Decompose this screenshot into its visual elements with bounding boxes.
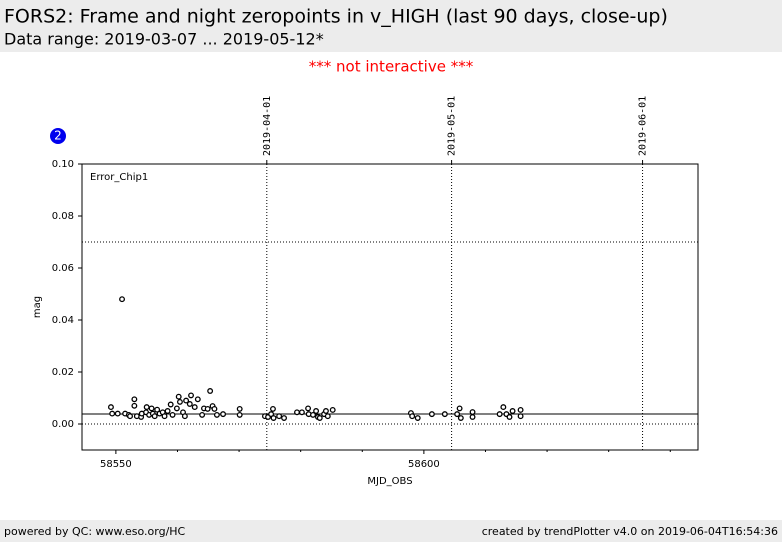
- data-point: [131, 396, 138, 403]
- data-point: [329, 407, 336, 413]
- y-tick-label: 0.10: [52, 159, 74, 170]
- data-point: [169, 411, 176, 418]
- data-point: [181, 413, 188, 420]
- data-point: [194, 396, 201, 403]
- badge: [50, 128, 66, 144]
- data-point: [454, 411, 461, 418]
- data-point: [414, 415, 421, 421]
- top-tick-label: 2019-04-01: [262, 96, 273, 156]
- x-tick-label: 58550: [100, 459, 132, 470]
- data-point: [298, 409, 305, 416]
- x-tick-label: 58600: [408, 459, 440, 470]
- data-point: [270, 415, 277, 421]
- data-point: [456, 405, 463, 412]
- data-point: [236, 411, 243, 418]
- data-point: [183, 397, 190, 404]
- data-point: [161, 413, 168, 420]
- data-point: [176, 398, 183, 405]
- data-point: [313, 408, 320, 414]
- data-point: [517, 413, 524, 420]
- data-point: [517, 407, 524, 413]
- data-point: [469, 409, 476, 415]
- y-tick-label: 0.00: [52, 419, 74, 430]
- footer-band: [0, 520, 782, 542]
- data-point: [148, 405, 155, 412]
- data-point: [108, 404, 114, 411]
- data-point: [469, 414, 476, 420]
- data-point: [207, 388, 214, 394]
- data-point: [294, 409, 300, 416]
- data-point: [281, 415, 287, 421]
- data-point: [211, 405, 218, 412]
- header-band: [0, 0, 782, 52]
- footer-right: created by trendPlotter v4.0 on 2019-06-…: [482, 525, 778, 538]
- data-point: [191, 404, 198, 411]
- y-tick-label: 0.08: [52, 211, 74, 222]
- data-point: [119, 296, 125, 303]
- plot-frame: [81, 163, 699, 451]
- data-point: [175, 393, 182, 400]
- badge-number: 2: [54, 129, 62, 143]
- data-point: [173, 405, 180, 412]
- x-axis-label: MJD_OBS: [367, 476, 412, 487]
- data-point: [213, 411, 220, 418]
- y-tick-label: 0.04: [52, 315, 74, 326]
- data-point: [316, 415, 323, 421]
- data-point: [109, 410, 116, 417]
- data-point: [305, 405, 312, 412]
- footer-left: powered by QC: www.eso.org/HC: [4, 525, 186, 538]
- data-point: [131, 402, 138, 409]
- panel-label: Error_Chip1: [90, 172, 148, 183]
- top-tick-label: 2019-06-01: [638, 96, 649, 156]
- data-point: [186, 401, 193, 407]
- data-point: [164, 408, 171, 414]
- top-tick-label: 2019-05-01: [447, 96, 458, 156]
- y-tick-label: 0.02: [52, 367, 74, 378]
- data-point: [270, 405, 276, 412]
- data-point: [167, 401, 174, 408]
- data-point: [428, 411, 435, 418]
- data-point: [496, 411, 503, 418]
- data-point: [322, 408, 329, 414]
- data-point: [220, 411, 227, 418]
- page-title: FORS2: Frame and night zeropoints in v_H…: [4, 6, 668, 28]
- data-point: [204, 405, 211, 412]
- data-point: [236, 405, 243, 412]
- data-point: [188, 392, 194, 399]
- page-subtitle: Data range: 2019-03-07 ... 2019-05-12*: [4, 30, 324, 49]
- data-point: [441, 411, 448, 418]
- data-point: [151, 413, 158, 420]
- y-tick-label: 0.06: [52, 263, 74, 274]
- data-point: [324, 413, 331, 420]
- data-point: [506, 414, 513, 420]
- data-point: [409, 413, 416, 420]
- y-axis-label: mag: [32, 296, 43, 318]
- data-point: [114, 410, 121, 417]
- data-point: [310, 411, 316, 418]
- notice: *** not interactive ***: [309, 58, 474, 76]
- data-point: [509, 408, 516, 414]
- data-point: [457, 415, 464, 421]
- data-point: [143, 404, 150, 411]
- data-point: [500, 404, 507, 411]
- data-point: [276, 413, 283, 420]
- data-point: [127, 413, 133, 420]
- data-point: [199, 411, 206, 418]
